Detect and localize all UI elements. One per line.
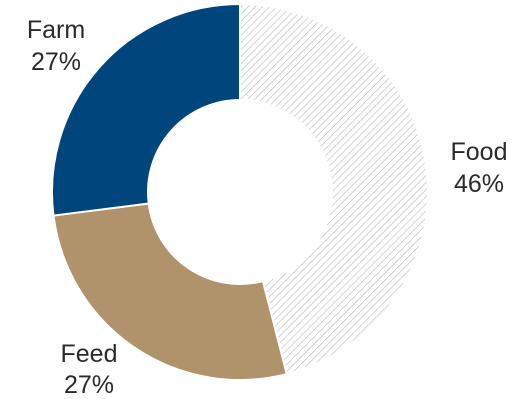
slice-label-food-percent: 46%: [454, 170, 504, 198]
slice-label-food: Food 46%: [451, 138, 508, 198]
slice-label-feed-name: Feed: [61, 340, 118, 368]
slice-label-farm-percent: 27%: [31, 48, 81, 76]
donut-slices: [51, 2, 429, 381]
slice-label-farm-name: Farm: [27, 16, 85, 44]
slice-feed: [52, 202, 288, 381]
slice-food: [239, 2, 429, 376]
slice-label-food-name: Food: [451, 138, 508, 166]
slice-label-feed-percent: 27%: [64, 371, 114, 399]
slice-label-farm: Farm 27%: [27, 16, 85, 76]
slice-farm: [51, 2, 241, 217]
slice-label-feed: Feed 27%: [61, 340, 118, 399]
